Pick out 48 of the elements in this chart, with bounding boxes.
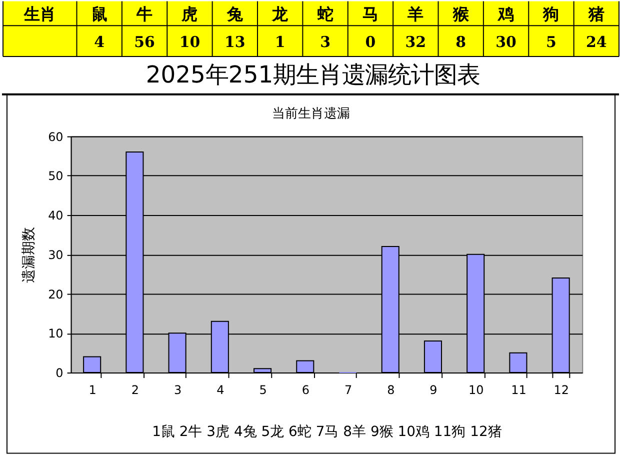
text: 生肖	[22, 4, 56, 24]
data-label: 56	[134, 33, 155, 52]
y-tick-label: 0	[56, 366, 64, 380]
data-label: 4	[94, 33, 105, 52]
y-tick-label: 40	[48, 208, 64, 223]
category-label: 狗	[542, 4, 560, 24]
category-label: 猪	[587, 4, 604, 24]
category-label: 兔	[226, 4, 244, 24]
chart-title: 2025年251期生肖遗漏统计图表	[146, 60, 480, 88]
data-label: 0	[365, 33, 376, 52]
x-tick-label: 3	[174, 382, 182, 397]
x-tick-label: 8	[387, 382, 395, 397]
y-tick-label: 10	[48, 326, 64, 341]
category-label: 牛	[136, 4, 153, 24]
x-tick-label: 4	[216, 382, 224, 397]
category-label: 蛇	[316, 4, 334, 24]
data-label: 13	[224, 33, 246, 52]
category-label: 鼠	[91, 4, 108, 24]
y-tick-label: 60	[48, 130, 64, 144]
x-tick-label: 11	[511, 382, 526, 397]
data-label: 30	[496, 33, 516, 52]
category-label: 羊	[406, 4, 424, 24]
x-tick-label: 9	[430, 382, 438, 397]
x-tick-label: 7	[344, 382, 352, 397]
x-tick-label: 6	[302, 382, 310, 397]
y-tick-label: 50	[48, 169, 64, 184]
chart-subtitle: 当前生肖遗漏	[272, 106, 350, 122]
category-label: 猴	[452, 4, 470, 24]
data-label: 24	[586, 33, 607, 52]
x-axis-title: 1鼠 2牛 3虎 4兔 5龙 6蛇 7马 8羊 9猴 10鸡 11狗 12猪	[152, 424, 502, 440]
x-tick-label: 10	[468, 382, 484, 397]
data-label: 32	[405, 33, 426, 52]
x-tick-label: 12	[554, 382, 569, 397]
y-tick-label: 30	[48, 248, 64, 262]
x-tick-label: 5	[259, 382, 267, 397]
data-label: 5	[546, 33, 556, 52]
y-tick-label: 20	[48, 287, 64, 302]
data-label: 10	[179, 33, 200, 52]
data-label: 3	[320, 33, 330, 52]
y-axis-title: 遗漏期数	[21, 226, 38, 283]
category-label: 鸡	[497, 4, 514, 24]
category-label: 虎	[180, 4, 198, 24]
data-label: 1	[274, 33, 286, 52]
data-label: 8	[456, 33, 466, 52]
category-label: 龙	[271, 4, 290, 24]
x-tick-label: 2	[131, 382, 139, 397]
category-label: 马	[362, 4, 378, 24]
x-tick-label: 1	[88, 382, 96, 397]
